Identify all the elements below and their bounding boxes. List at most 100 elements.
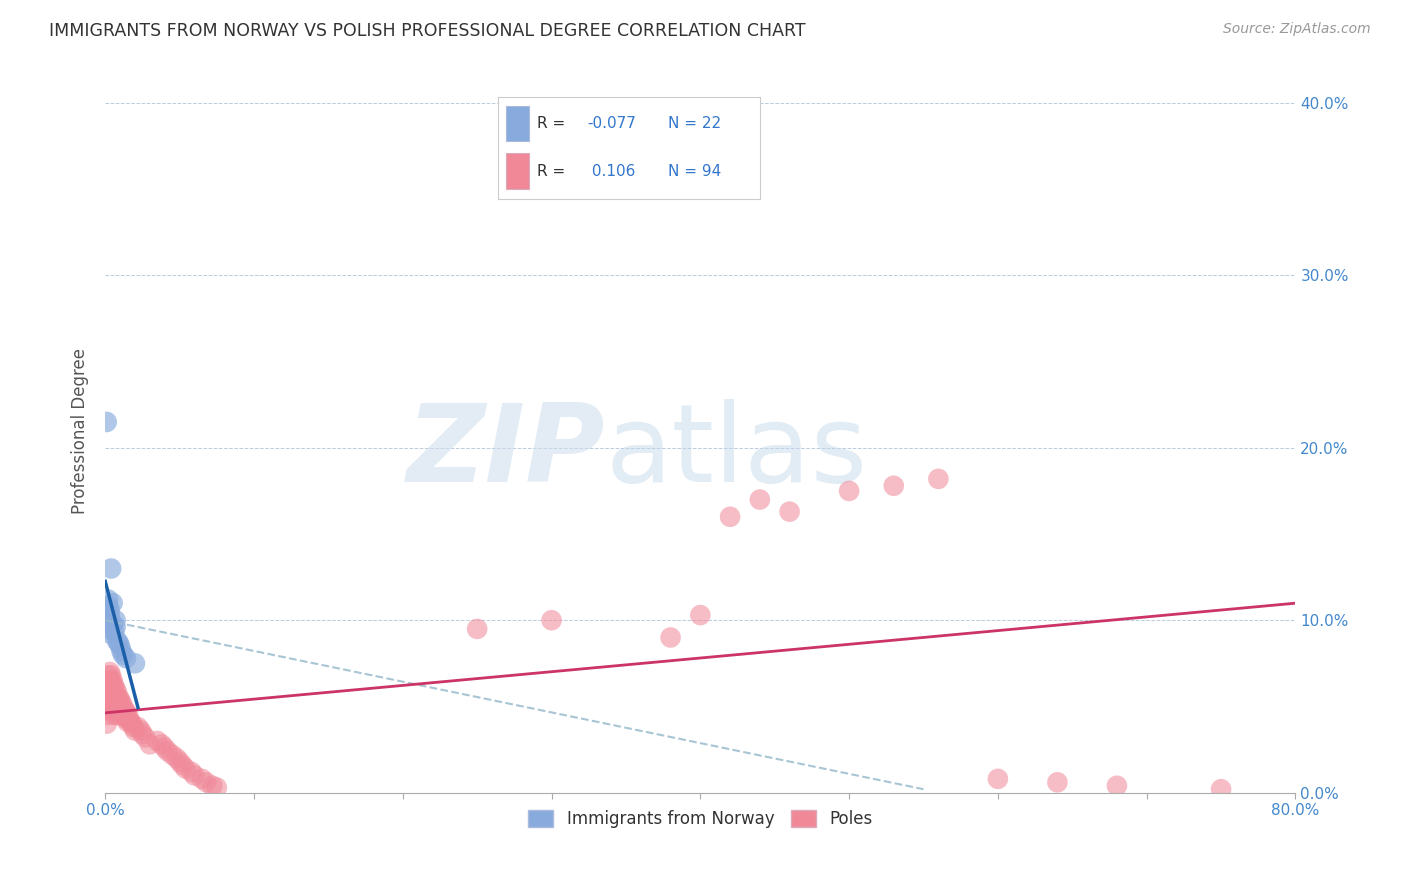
Point (105, 708, 128, 723)
Point (153, 740, 176, 755)
Point (97, 668, 120, 682)
Point (779, 505, 801, 519)
Point (160, 747, 183, 762)
Point (100, 627, 122, 641)
Point (98, 703, 121, 717)
Point (97, 673, 120, 688)
Point (205, 780, 228, 795)
Text: atlas: atlas (605, 400, 868, 505)
Point (107, 635, 129, 649)
Text: ZIP: ZIP (406, 400, 605, 505)
Point (110, 703, 132, 717)
Point (118, 712, 141, 726)
Point (121, 716, 143, 731)
Point (166, 751, 188, 765)
Point (465, 622, 488, 636)
Point (134, 731, 156, 745)
Legend: Immigrants from Norway, Poles: Immigrants from Norway, Poles (522, 804, 879, 835)
Point (987, 772, 1010, 786)
Point (169, 755, 191, 769)
Point (104, 613, 127, 627)
Point (110, 696, 132, 710)
Point (114, 710, 136, 724)
Point (103, 625, 125, 640)
Point (98, 686, 121, 700)
Point (107, 690, 129, 705)
Point (101, 679, 124, 693)
Point (98, 608, 121, 623)
Point (718, 509, 741, 524)
Point (104, 682, 127, 697)
Point (112, 699, 135, 714)
Point (191, 772, 214, 786)
Point (97, 690, 120, 705)
Point (97, 682, 120, 697)
Point (101, 686, 124, 700)
Point (107, 696, 129, 710)
Point (172, 758, 194, 772)
Point (108, 639, 131, 653)
Point (122, 720, 145, 734)
Point (96, 613, 118, 627)
Point (150, 738, 173, 752)
Point (97, 699, 120, 714)
Point (114, 703, 136, 717)
Point (112, 648, 135, 662)
Point (100, 668, 122, 682)
Point (100, 561, 122, 575)
Point (124, 657, 146, 671)
Point (104, 620, 127, 634)
Point (98, 616, 121, 631)
Point (98, 603, 121, 617)
Point (101, 696, 124, 710)
Text: Source: ZipAtlas.com: Source: ZipAtlas.com (1223, 22, 1371, 37)
Point (174, 762, 197, 776)
Point (96, 699, 118, 714)
Point (838, 483, 860, 498)
Point (97, 592, 120, 607)
Point (115, 651, 138, 665)
Point (124, 723, 146, 738)
Point (120, 714, 142, 729)
Point (100, 696, 122, 710)
Point (96, 708, 118, 723)
Point (117, 714, 139, 729)
Point (104, 703, 127, 717)
Point (1105, 779, 1128, 793)
Point (98, 665, 121, 679)
Point (103, 679, 125, 693)
Point (659, 631, 682, 645)
Point (108, 692, 131, 706)
Point (108, 699, 131, 714)
Point (748, 492, 770, 507)
Point (689, 608, 711, 623)
Point (105, 690, 128, 705)
Point (201, 779, 224, 793)
Point (105, 634, 128, 648)
Point (103, 699, 125, 714)
Point (105, 699, 128, 714)
Point (101, 673, 124, 688)
Point (98, 622, 121, 636)
Point (96, 415, 118, 429)
Point (183, 768, 205, 782)
Point (103, 686, 125, 700)
Point (1209, 782, 1232, 797)
Y-axis label: Professional Degree: Professional Degree (72, 348, 89, 514)
Point (98, 679, 121, 693)
Point (105, 686, 128, 700)
Point (96, 682, 118, 697)
Point (101, 596, 124, 610)
Point (195, 775, 218, 789)
Point (110, 644, 132, 658)
Point (101, 616, 124, 631)
Point (115, 705, 138, 719)
Point (180, 764, 202, 779)
Point (1046, 775, 1069, 789)
Point (112, 706, 135, 721)
Point (96, 716, 118, 731)
Point (107, 703, 129, 717)
Point (104, 689, 127, 703)
Point (115, 712, 138, 726)
Point (927, 472, 949, 486)
